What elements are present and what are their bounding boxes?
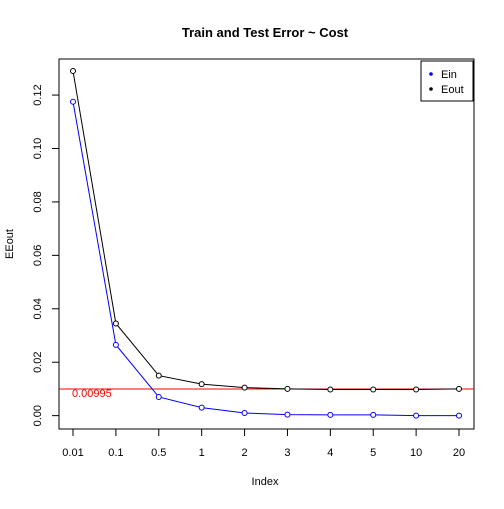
x-tick-label: 4 (327, 447, 333, 459)
legend-label-ein: Ein (441, 69, 457, 81)
data-point-ein (241, 409, 248, 416)
reference-line-label: 0.00995 (72, 388, 112, 400)
x-axis-label: Index (252, 476, 279, 488)
legend-marker-eout (429, 87, 433, 91)
y-tick-label: 0.00 (32, 405, 44, 426)
x-tick-label: 1 (199, 447, 205, 459)
data-point-eout (456, 385, 462, 392)
data-point-ein (155, 393, 162, 400)
data-point-eout (284, 385, 291, 392)
legend-marker-ein (429, 72, 433, 76)
legend-box (420, 60, 474, 102)
y-tick-label: 0.12 (32, 84, 44, 105)
data-point-ein (284, 411, 291, 418)
data-point-ein (112, 341, 119, 348)
data-point-eout (241, 384, 248, 391)
x-axis: 0.01 0.1 0.5 1 2 3 4 5 10 20 (62, 428, 465, 459)
x-tick-label: 3 (284, 447, 290, 459)
x-tick-label: 2 (241, 447, 247, 459)
plot-frame (58, 58, 475, 430)
y-axis-label: EEout (4, 229, 16, 259)
data-point-ein (413, 412, 420, 419)
x-tick-label: 0.1 (108, 447, 123, 459)
y-axis: 0.00 0.02 0.04 0.06 0.08 0.10 0.12 (32, 84, 60, 426)
chart-title: Train and Test Error ~ Cost (182, 25, 349, 40)
data-point-eout (327, 386, 334, 393)
data-point-ein (370, 411, 377, 418)
series-group (70, 68, 462, 419)
y-tick-label: 0.06 (32, 245, 44, 266)
data-point-ein (198, 404, 205, 411)
series-line-ein (72, 101, 459, 417)
data-point-eout (413, 386, 420, 393)
x-tick-label: 20 (453, 447, 465, 459)
legend: Ein Eout (420, 60, 474, 102)
y-tick-label: 0.02 (32, 352, 44, 373)
legend-label-eout: Eout (441, 84, 464, 96)
data-point-ein (327, 411, 334, 418)
data-point-eout (155, 372, 162, 379)
y-tick-label: 0.04 (32, 298, 44, 319)
y-tick-label: 0.10 (32, 138, 44, 159)
data-point-eout (198, 381, 205, 388)
data-point-eout (112, 320, 119, 327)
data-point-ein (456, 412, 462, 419)
data-point-ein (70, 98, 76, 105)
x-tick-label: 0.5 (151, 447, 166, 459)
x-tick-label: 5 (370, 447, 376, 459)
data-point-eout (370, 386, 377, 393)
x-tick-label: 0.01 (62, 447, 83, 459)
x-tick-label: 10 (410, 447, 422, 459)
series-line-eout (72, 70, 460, 390)
data-point-eout (70, 68, 76, 75)
y-tick-label: 0.08 (32, 191, 44, 212)
